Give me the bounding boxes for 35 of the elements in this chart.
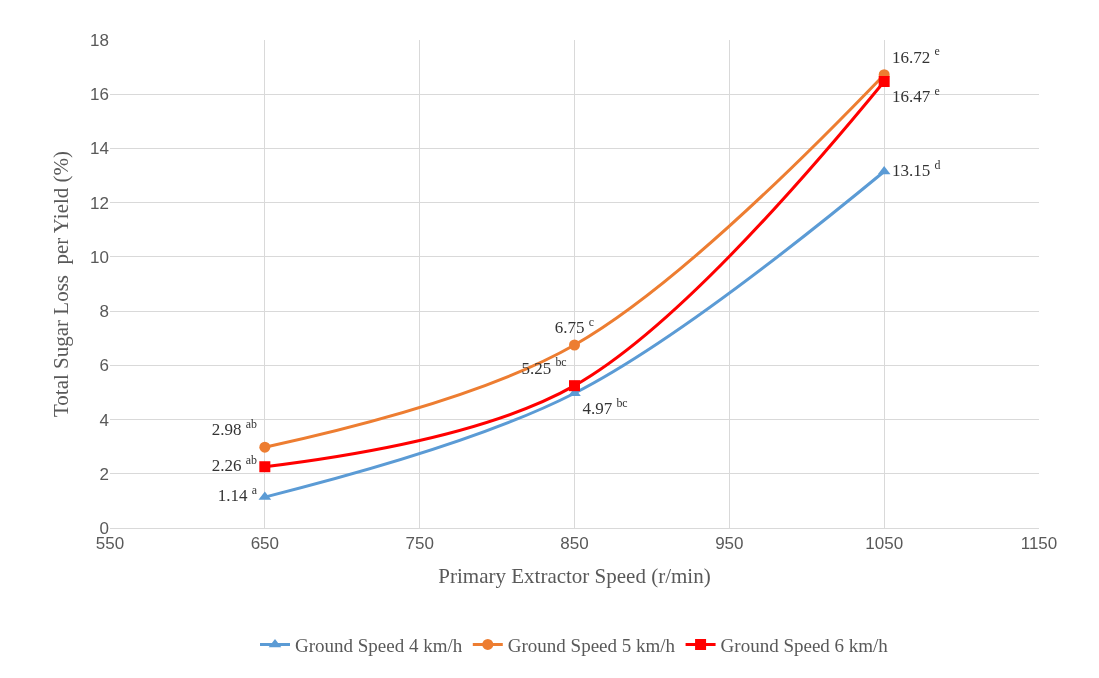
y-tick-label: 6 — [99, 356, 109, 376]
x-tick-label: 650 — [250, 534, 280, 554]
point — [877, 165, 891, 175]
data-label: 13.15 $^{d}$ — [892, 157, 941, 180]
data-label: 4.97 $^{bc}$ — [582, 395, 628, 418]
y-axis-title: Total Sugar Loss per Yield (%) — [49, 150, 74, 418]
legend-label: Ground Speed 5 km/h — [507, 634, 676, 656]
point — [878, 75, 890, 87]
y-tick-label: 14 — [90, 139, 109, 159]
y-tick-label: 2 — [99, 464, 109, 484]
data-label: 2.98 $^{ab}$ — [211, 416, 257, 440]
x-tick-label: 750 — [405, 534, 434, 554]
data-label: 1.14 $^{a}$ — [217, 483, 258, 506]
y-tick-label: 8 — [99, 302, 109, 322]
data-label: 16.72 $^{e}$ — [892, 44, 940, 67]
x-tick-label: 950 — [715, 534, 744, 554]
y-tick-label: 16 — [90, 85, 109, 105]
x-tick-label: 1050 — [865, 534, 904, 554]
y-tick-label: 18 — [90, 30, 109, 50]
x-tick-label: 1150 — [1020, 534, 1058, 554]
point — [259, 441, 271, 453]
legend-label: Ground Speed 6 km/h — [720, 634, 889, 656]
x-axis-title: Primary Extractor Speed (r/min) — [438, 563, 711, 588]
data-label: 16.47 $^{e}$ — [892, 83, 940, 107]
data-label: 2.26 $^{ab}$ — [211, 452, 257, 475]
x-tick-label: 850 — [560, 534, 589, 554]
point — [259, 461, 271, 473]
data-label: 6.75 $^{c}$ — [554, 314, 595, 337]
y-tick-label: 10 — [90, 247, 109, 267]
y-tick-label: 4 — [99, 410, 109, 430]
point — [569, 339, 580, 351]
point — [569, 380, 580, 392]
legend-label: Ground Speed 4 km/h — [295, 634, 463, 656]
y-tick-label: 12 — [90, 193, 109, 213]
data-label: 5.25 $^{bc}$ — [521, 355, 567, 378]
